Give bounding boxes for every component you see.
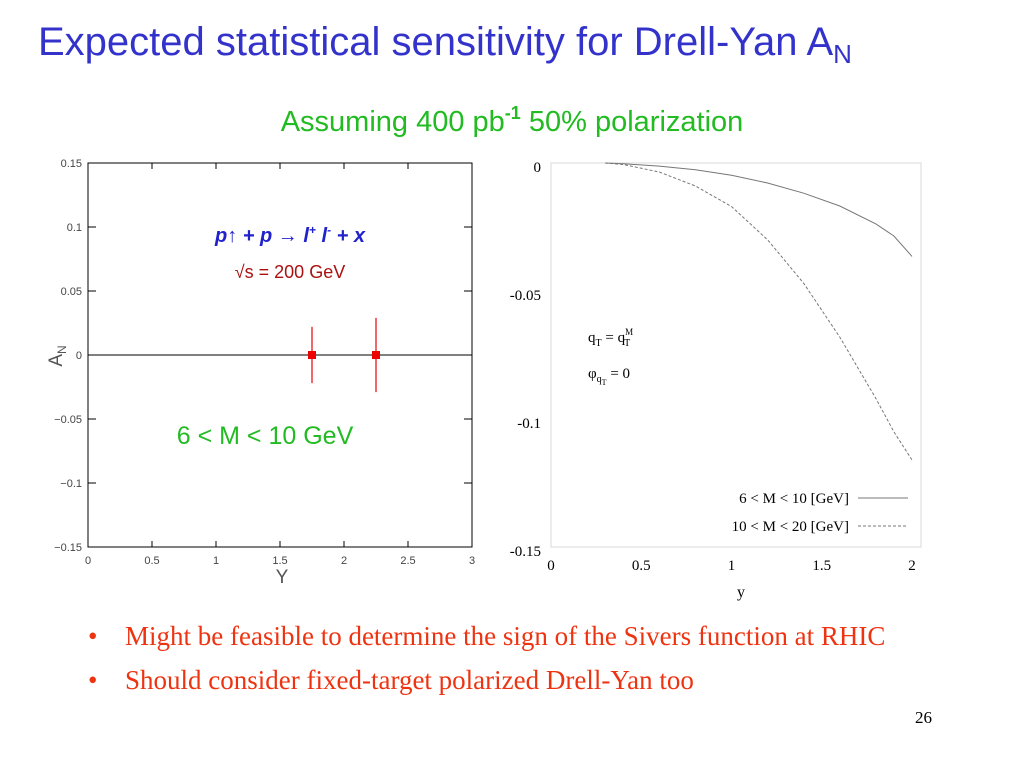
mass-range-label: 6 < M < 10 GeV <box>177 422 354 450</box>
data-point-marker <box>372 351 380 359</box>
energy-label: √s = 200 GeV <box>235 262 345 282</box>
chart-left-y-tick-label: −0.05 <box>54 414 82 426</box>
chart-right-x-tick-label: 0.5 <box>632 558 651 574</box>
chart-right-x-tick-label: 0 <box>547 558 555 574</box>
chart-left-y-axis-label: AN <box>46 345 69 366</box>
chart-left-x-tick-label: 1.5 <box>272 555 287 567</box>
bullet-item: • Should consider fixed-target polarized … <box>88 662 888 698</box>
chart-right-y-tick-label: -0.1 <box>517 416 541 432</box>
chart-left: 0 0.5 1 1.5 2 2.5 3−0.15−0.1−0.0500.050.10.15 … <box>46 158 475 588</box>
qt-equation: qT = qM T <box>588 327 633 349</box>
chart-left-y-tick-label: 0.15 <box>61 158 82 170</box>
data-point-marker <box>308 351 316 359</box>
series-line-dashed <box>605 162 913 461</box>
chart-right: 0 0.5 1 1.5 2 0 -0.05 -0.1 -0.15 y qT = qM T φqT … <box>510 160 922 601</box>
bullet-list: • Might be feasible to determine the sign… <box>88 618 888 706</box>
reaction-equation: p↑ + p → l+ l- + x <box>214 223 366 247</box>
legend-entry-dashed: 10 < M < 20 [GeV] <box>732 519 849 535</box>
legend-entry-solid: 6 < M < 10 [GeV] <box>739 491 849 507</box>
chart-left-y-tick-label: 0.05 <box>61 286 82 298</box>
chart-left-x-tick-label: 2 <box>341 555 347 567</box>
chart-right-x-axis-label: y <box>737 584 745 601</box>
chart-left-x-tick-label: 2.5 <box>400 555 415 567</box>
chart-left-x-tick-label: 0.5 <box>144 555 159 567</box>
chart-left-x-tick-label: 1 <box>213 555 219 567</box>
chart-right-legend: 6 < M < 10 [GeV] 10 < M < 20 [GeV] <box>732 491 908 535</box>
chart-right-frame <box>550 162 922 548</box>
chart-right-y-tick-label: 0 <box>534 160 542 176</box>
bullet-item: • Might be feasible to determine the sign… <box>88 618 888 654</box>
chart-left-y-tick-label: 0 <box>76 350 82 362</box>
bullet-dot: • <box>88 665 98 695</box>
chart-right-x-tick-label: 2 <box>908 558 916 574</box>
chart-right-y-tick-label: -0.15 <box>510 544 541 560</box>
chart-left-y-tick-label: 0.1 <box>67 222 82 234</box>
chart-right-y-tick-label: -0.05 <box>510 288 541 304</box>
chart-left-x-tick-label: 3 <box>469 555 475 567</box>
slide-subtitle: Assuming 400 pb-1 50% polarization <box>280 103 744 138</box>
chart-left-x-tick-label: 0 <box>85 555 91 567</box>
chart-left-y-tick-label: −0.15 <box>54 542 82 554</box>
bullet-dot: • <box>88 621 98 651</box>
page-number: 26 <box>915 708 932 727</box>
slide-title: Expected statistical sensitivity for Dre… <box>38 20 852 69</box>
series-line-solid <box>605 162 913 257</box>
chart-left-x-axis-label: Y <box>276 567 289 588</box>
phi-equation: φqT = 0 <box>588 366 630 387</box>
chart-right-x-tick-label: 1.5 <box>812 558 831 574</box>
chart-right-x-tick-label: 1 <box>728 558 736 574</box>
chart-left-y-tick-label: −0.1 <box>60 478 82 490</box>
